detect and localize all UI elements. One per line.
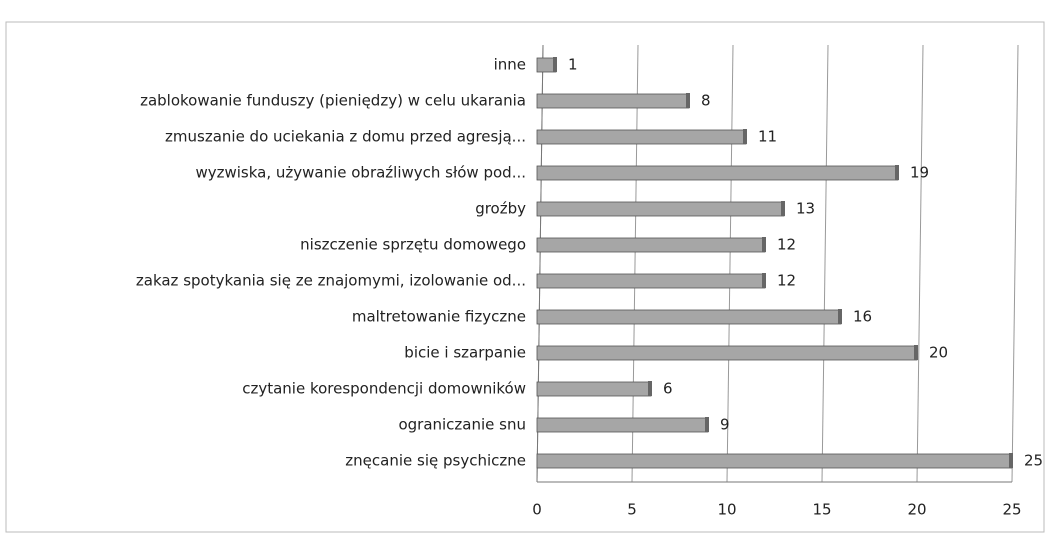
bar (536, 453, 1013, 469)
bar (536, 201, 785, 217)
y-tick-label: wyzwiska, używanie obraźliwych słów pod.… (195, 164, 526, 182)
grid-line (631, 44, 639, 483)
value-label: 12 (777, 236, 796, 254)
bar-cap (838, 309, 842, 324)
bar (536, 417, 709, 433)
grid-line (916, 44, 924, 483)
bar-cap (1009, 453, 1013, 468)
y-tick-label: maltretowanie fizyczne (352, 308, 526, 326)
value-label: 8 (701, 92, 711, 110)
value-label: 13 (796, 200, 815, 218)
bar (536, 129, 747, 145)
chart-frame (5, 21, 1045, 533)
x-tick-label: 25 (1002, 501, 1021, 519)
x-tick-label: 15 (812, 501, 831, 519)
y-tick-label: zmuszanie do uciekania z domu przed agre… (165, 128, 526, 146)
y-tick-label: zablokowanie funduszy (pieniędzy) w celu… (140, 92, 526, 110)
y-tick-label: czytanie korespondencji domowników (242, 380, 526, 398)
y-tick-label: zakaz spotykania się ze znajomymi, izolo… (136, 272, 526, 290)
y-tick-label: bicie i szarpanie (404, 344, 526, 362)
value-label: 12 (777, 272, 796, 290)
value-label: 1 (568, 56, 578, 74)
value-label: 16 (853, 308, 872, 326)
x-tick-label: 5 (627, 501, 637, 519)
value-label: 20 (929, 344, 948, 362)
value-label: 6 (663, 380, 673, 398)
bar-cap (914, 345, 918, 360)
bar-cap (743, 129, 747, 144)
y-tick-label: groźby (475, 200, 526, 218)
bar-cap (762, 237, 766, 252)
value-label: 19 (910, 164, 929, 182)
x-tick-label: 0 (532, 501, 542, 519)
value-label: 9 (720, 416, 730, 434)
grid-line (726, 44, 734, 483)
bar-cap (781, 201, 785, 216)
bar (536, 345, 918, 361)
bar-cap (705, 417, 709, 432)
value-label: 25 (1024, 452, 1043, 470)
bar (536, 273, 766, 289)
grid-line (821, 44, 829, 483)
value-label: 11 (758, 128, 777, 146)
bar-cap (762, 273, 766, 288)
axis-line (536, 44, 544, 483)
bar (536, 93, 690, 109)
bar-cap (686, 93, 690, 108)
bar (536, 309, 842, 325)
x-tick-label: 20 (907, 501, 926, 519)
bar (536, 165, 899, 181)
x-tick-label: 10 (717, 501, 736, 519)
y-tick-label: znęcanie się psychiczne (345, 452, 526, 470)
bar-cap (553, 57, 557, 72)
bar (536, 381, 652, 397)
y-tick-label: niszczenie sprzętu domowego (300, 236, 526, 254)
bar-cap (895, 165, 899, 180)
y-tick-label: inne (494, 56, 526, 74)
bar-cap (648, 381, 652, 396)
bar (536, 237, 766, 253)
grid-line (1011, 44, 1019, 483)
y-tick-label: ograniczanie snu (398, 416, 526, 434)
